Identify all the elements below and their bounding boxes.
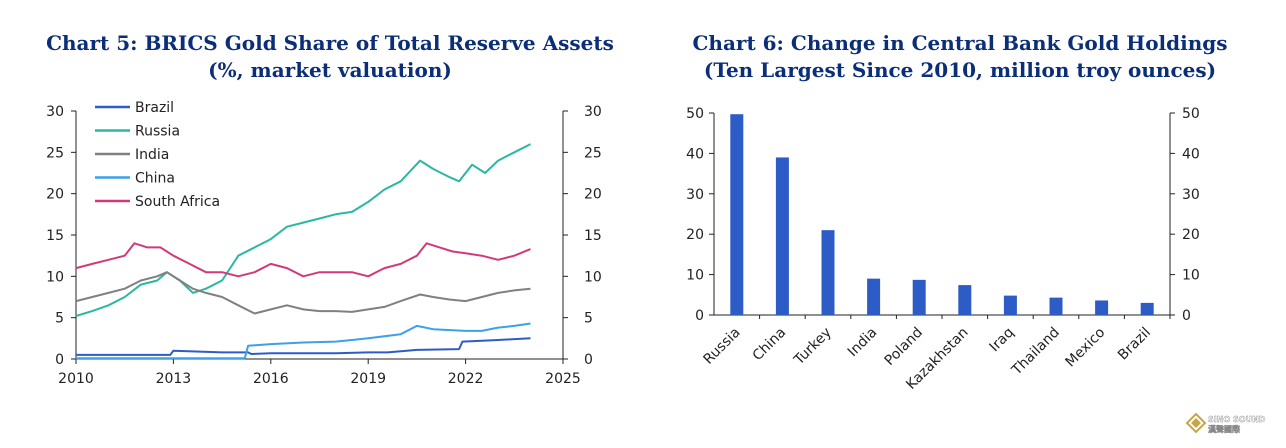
chart6-subtitle: (Ten Largest Since 2010, million troy ou… (703, 58, 1217, 82)
chart5-right-tick-label: 25 (584, 145, 602, 161)
chart6-bar-india (867, 278, 881, 315)
chart6-left-tick-label: 0 (695, 308, 704, 324)
chart5-series-line-india (75, 271, 531, 315)
chart5-left-tick-label: 25 (46, 145, 64, 161)
chart6-left-tick-label: 10 (686, 268, 704, 284)
chart6-left-tick-label: 30 (686, 187, 704, 203)
chart5-left-tick-label: 0 (55, 352, 64, 368)
chart5-subtitle: (%, market valuation) (208, 58, 452, 82)
chart6-right-tick-label: 10 (1182, 268, 1200, 284)
chart5-left-tick-label: 5 (55, 311, 64, 327)
chart6-right-tick-label: 40 (1182, 146, 1200, 162)
chart5-legend-label: Brazil (135, 100, 174, 116)
chart6-bar-thailand (1049, 297, 1063, 315)
chart5-right-tick-label: 30 (584, 104, 602, 120)
watermark-name: SINO SOUND (1208, 415, 1266, 424)
chart6-bar-turkey (821, 230, 835, 315)
chart6-left-tick-label: 40 (686, 146, 704, 162)
chart5-right-tick-label: 5 (584, 311, 593, 327)
chart5-x-tick-label: 2016 (253, 371, 289, 387)
chart5-right-tick-label: 20 (584, 187, 602, 203)
chart6-bar-brazil (1140, 302, 1154, 315)
chart6-bar-mexico (1095, 300, 1109, 315)
chart5-legend-label: India (135, 147, 169, 163)
chart5-legend-label: China (135, 171, 175, 187)
chart5-x-tick-label: 2010 (58, 371, 94, 387)
chart5-right-tick-label: 0 (584, 352, 593, 368)
chart6-right-tick-label: 20 (1182, 227, 1200, 243)
chart5-left-tick-label: 20 (46, 187, 64, 203)
sino-sound-logo-icon (1185, 412, 1207, 434)
chart6-title: Chart 6: Change in Central Bank Gold Hol… (692, 31, 1228, 55)
chart6-left-tick-label: 50 (686, 106, 704, 122)
watermark-subtitle: 漢聲國際 (1208, 424, 1241, 434)
chart5-x-tick-label: 2013 (156, 371, 192, 387)
chart5-left-tick-label: 15 (46, 228, 64, 244)
chart5-right-tick-label: 10 (584, 269, 602, 285)
chart5-legend-label: South Africa (135, 194, 220, 210)
chart5-left-tick-label: 10 (46, 269, 64, 285)
chart6-bar-kazakhstan (958, 285, 972, 315)
chart5-legend-label: Russia (135, 124, 180, 140)
chart6-bar-russia (730, 114, 744, 315)
chart5-x-tick-label: 2019 (350, 371, 386, 387)
chart6-bar-iraq (1003, 295, 1017, 315)
chart6-right-tick-label: 30 (1182, 187, 1200, 203)
chart5-x-tick-label: 2025 (545, 371, 581, 387)
chart6-left-tick-label: 20 (686, 227, 704, 243)
chart6-right-tick-label: 0 (1182, 308, 1191, 324)
chart5-title: Chart 5: BRICS Gold Share of Total Reser… (46, 31, 614, 55)
chart6-bar-china (775, 157, 789, 315)
chart5-series-line-brazil (76, 337, 531, 356)
chart6-right-tick-label: 50 (1182, 106, 1200, 122)
chart6-bar-poland (912, 279, 926, 315)
chart5-series-line-south-africa (75, 242, 531, 278)
chart6-title-block: Chart 6: Change in Central Bank Gold Hol… (640, 30, 1280, 84)
chart5-left-tick-label: 30 (46, 104, 64, 120)
chart5-right-tick-label: 15 (584, 228, 602, 244)
chart5-series-line-russia (75, 143, 531, 317)
chart5-title-block: Chart 5: BRICS Gold Share of Total Reser… (20, 30, 640, 84)
chart5-series-line-china (76, 322, 531, 360)
chart5-x-tick-label: 2022 (448, 371, 484, 387)
